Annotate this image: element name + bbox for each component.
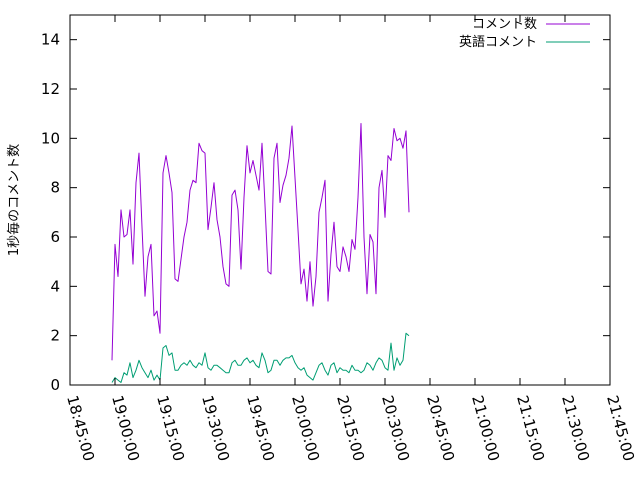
y-axis-title: 1秒毎のコメント数	[6, 144, 22, 256]
x-tick-label: 20:45:00	[423, 393, 458, 463]
tick-layer: 0 2 4 6 8 10 12 14 18:45:00 19:00:00 19:15:00 19:30…	[41, 15, 638, 463]
y-tick-label: 6	[50, 228, 60, 246]
y-tick-label: 10	[41, 129, 60, 147]
legend-label-1: コメント数	[472, 17, 537, 32]
y-tick-label: 8	[50, 179, 60, 197]
x-tick-label: 21:45:00	[603, 393, 638, 463]
x-tick-label: 19:15:00	[153, 393, 188, 463]
x-tick-label: 21:30:00	[558, 393, 593, 463]
x-tick-label: 19:30:00	[198, 393, 233, 463]
x-tick-label: 21:15:00	[513, 393, 548, 463]
x-tick-label: 20:00:00	[288, 393, 323, 463]
x-tick-label: 20:30:00	[378, 393, 413, 463]
series-line-1	[111, 123, 410, 361]
y-tick-label: 2	[50, 327, 60, 345]
legend-label-2: 英語コメント	[459, 34, 537, 50]
y-tick-label: 12	[41, 80, 60, 98]
y-tick-label: 4	[50, 277, 60, 295]
x-tick-label: 18:45:00	[63, 393, 98, 463]
x-tick-label: 21:00:00	[468, 393, 503, 463]
x-tick-label: 19:45:00	[243, 393, 278, 463]
series-line-2	[111, 332, 410, 383]
y-tick-label: 0	[50, 376, 60, 394]
series-layer	[111, 123, 410, 383]
x-tick-label: 19:00:00	[108, 393, 143, 463]
y-tick-label: 14	[41, 31, 60, 49]
plot-frame	[69, 14, 611, 386]
x-tick-label: 20:15:00	[333, 393, 368, 463]
